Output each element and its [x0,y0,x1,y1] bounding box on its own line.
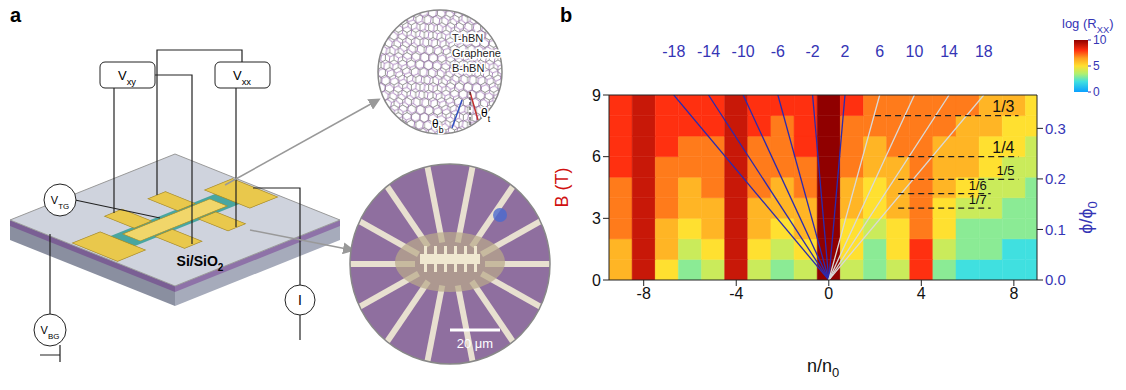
svg-text:B (T): B (T) [552,168,572,208]
svg-text:1/7: 1/7 [969,192,987,207]
svg-text:0: 0 [824,285,833,302]
svg-text:ϕ/ϕ0: ϕ/ϕ0 [1076,201,1100,233]
svg-text:θb: θb [432,117,444,135]
svg-text:0.1: 0.1 [1045,221,1066,238]
svg-text:n/n0: n/n0 [807,356,839,380]
svg-text:b: b [560,4,572,26]
svg-text:-4: -4 [729,285,743,302]
svg-text:0: 0 [592,272,601,289]
svg-text:-8: -8 [637,285,651,302]
svg-text:14: 14 [940,43,958,60]
svg-text:18: 18 [975,43,993,60]
svg-text:Vxy: Vxy [118,68,136,87]
svg-text:6: 6 [592,148,601,165]
svg-text:6: 6 [875,43,884,60]
svg-text:I: I [298,292,302,308]
svg-text:-6: -6 [771,43,785,60]
svg-text:20 μm: 20 μm [457,336,493,351]
svg-text:0: 0 [1093,85,1100,99]
svg-text:5: 5 [1093,59,1100,73]
svg-text:3: 3 [592,210,601,227]
svg-text:Si/SiO2: Si/SiO2 [177,253,224,273]
svg-text:log (RXX): log (RXX) [1062,16,1114,35]
svg-text:θt: θt [481,106,491,124]
svg-text:10: 10 [1093,33,1107,47]
svg-text:VTG: VTG [51,194,69,211]
svg-text:0.3: 0.3 [1045,120,1066,137]
svg-text:9: 9 [592,87,601,104]
svg-text:0.0: 0.0 [1045,271,1066,288]
svg-text:1/3: 1/3 [992,98,1014,115]
svg-text:4: 4 [917,285,926,302]
svg-text:T-hBN: T-hBN [452,32,483,44]
svg-text:1/4: 1/4 [992,139,1014,156]
svg-text:1/5: 1/5 [996,163,1014,178]
svg-text:10: 10 [905,43,923,60]
svg-text:VBG: VBG [41,324,60,341]
svg-text:Graphene: Graphene [452,47,501,59]
svg-text:2: 2 [841,43,850,60]
svg-text:B-hBN: B-hBN [452,62,484,74]
svg-text:-14: -14 [697,43,720,60]
svg-text:8: 8 [1009,285,1018,302]
svg-text:-18: -18 [662,43,685,60]
svg-text:0.2: 0.2 [1045,170,1066,187]
svg-text:-10: -10 [732,43,755,60]
svg-text:Vxx: Vxx [233,68,251,87]
svg-text:-2: -2 [805,43,819,60]
svg-text:a: a [10,4,22,26]
svg-text:1/6: 1/6 [969,178,987,193]
